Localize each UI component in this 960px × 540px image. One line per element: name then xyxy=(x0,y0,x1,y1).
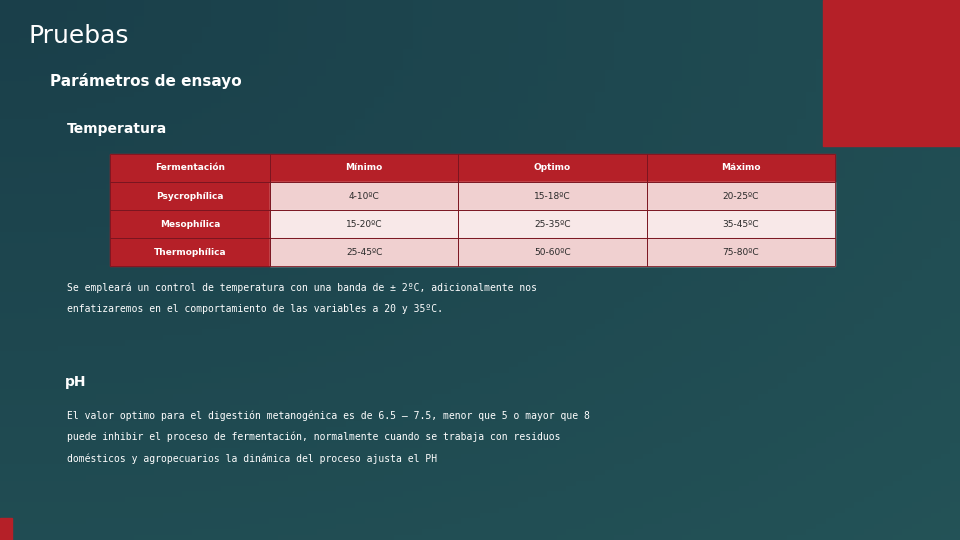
Text: enfatizaremos en el comportamiento de las variables a 20 y 35ºC.: enfatizaremos en el comportamiento de la… xyxy=(67,304,444,314)
Text: Máximo: Máximo xyxy=(721,164,760,172)
Bar xyxy=(270,210,458,238)
Text: Pruebas: Pruebas xyxy=(29,24,130,48)
Text: Se empleará un control de temperatura con una banda de ± 2ºC, adicionalmente nos: Se empleará un control de temperatura co… xyxy=(67,282,538,293)
Bar xyxy=(647,210,835,238)
Bar xyxy=(110,154,270,182)
Bar xyxy=(458,154,647,182)
Text: El valor optimo para el digestión metanogénica es de 6.5 – 7.5, menor que 5 o ma: El valor optimo para el digestión metano… xyxy=(67,410,590,421)
Text: Mesophílica: Mesophílica xyxy=(160,220,220,228)
Bar xyxy=(458,182,647,210)
Text: Mínimo: Mínimo xyxy=(346,164,383,172)
Text: 20-25ºC: 20-25ºC xyxy=(723,192,759,200)
Bar xyxy=(458,238,647,266)
Bar xyxy=(647,210,835,238)
Bar xyxy=(458,210,647,238)
Bar xyxy=(270,182,458,210)
Bar xyxy=(647,154,835,182)
Bar xyxy=(647,154,835,182)
Bar xyxy=(110,238,270,266)
Text: pH: pH xyxy=(65,375,86,389)
Bar xyxy=(270,182,458,210)
Bar xyxy=(458,182,647,210)
Bar xyxy=(110,210,270,238)
Bar xyxy=(110,182,270,210)
Bar xyxy=(458,210,647,238)
Bar xyxy=(110,154,270,182)
Bar xyxy=(270,154,458,182)
Bar xyxy=(647,238,835,266)
Bar xyxy=(270,238,458,266)
Text: Thermophílica: Thermophílica xyxy=(154,248,227,256)
Bar xyxy=(823,0,960,146)
Text: Temperatura: Temperatura xyxy=(67,122,167,136)
Bar xyxy=(458,154,647,182)
Bar xyxy=(110,238,270,266)
Text: 15-18ºC: 15-18ºC xyxy=(534,192,571,200)
Bar xyxy=(270,154,458,182)
Bar xyxy=(110,210,270,238)
Bar xyxy=(110,182,270,210)
Bar xyxy=(647,182,835,210)
Text: 4-10ºC: 4-10ºC xyxy=(348,192,379,200)
Text: 25-35ºC: 25-35ºC xyxy=(535,220,571,228)
Text: 75-80ºC: 75-80ºC xyxy=(723,248,759,256)
Bar xyxy=(647,182,835,210)
Bar xyxy=(458,238,647,266)
Bar xyxy=(270,238,458,266)
Text: domésticos y agropecuarios la dinámica del proceso ajusta el PH: domésticos y agropecuarios la dinámica d… xyxy=(67,454,438,464)
Text: 25-45ºC: 25-45ºC xyxy=(346,248,382,256)
Text: Psycrophílica: Psycrophílica xyxy=(156,192,224,200)
Bar xyxy=(0,518,12,540)
Text: Parámetros de ensayo: Parámetros de ensayo xyxy=(50,73,242,89)
Text: Fermentación: Fermentación xyxy=(156,164,226,172)
Bar xyxy=(647,238,835,266)
Text: Optimo: Optimo xyxy=(534,164,571,172)
Bar xyxy=(270,210,458,238)
Text: 50-60ºC: 50-60ºC xyxy=(534,248,571,256)
Text: puede inhibir el proceso de fermentación, normalmente cuando se trabaja con resi: puede inhibir el proceso de fermentación… xyxy=(67,432,561,442)
Text: 15-20ºC: 15-20ºC xyxy=(346,220,382,228)
Text: 35-45ºC: 35-45ºC xyxy=(723,220,759,228)
